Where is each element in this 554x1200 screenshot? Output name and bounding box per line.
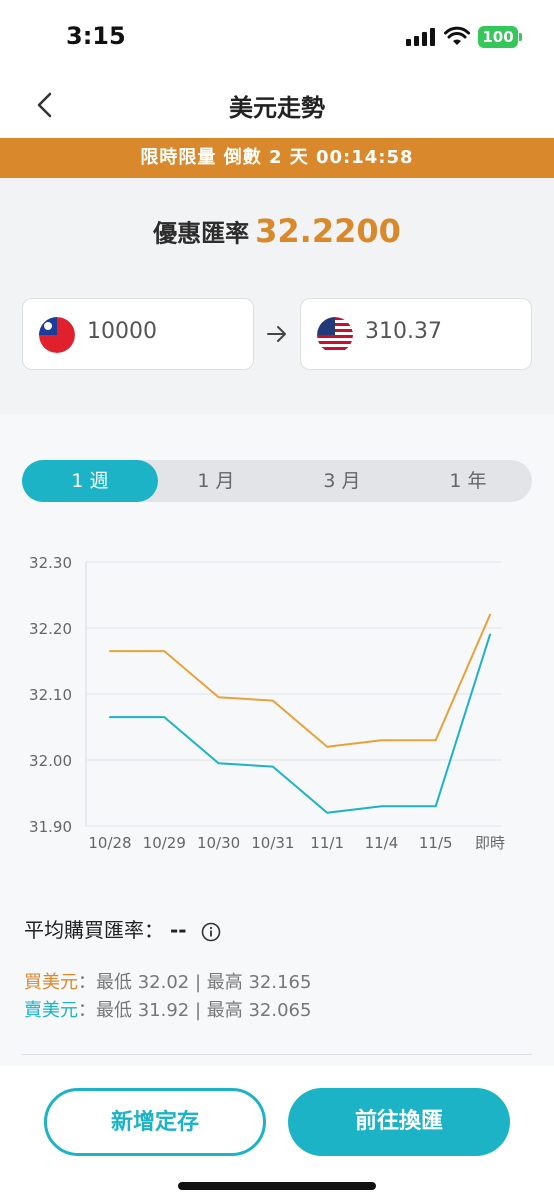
average-rate-value: --: [170, 918, 187, 942]
buy-usd-range: ：最低 32.02 | 最高 32.165: [78, 972, 312, 993]
y-tick-label: 32.00: [29, 752, 72, 770]
status-bar: 3:15 100: [0, 0, 554, 72]
arrow-right-icon: [267, 326, 286, 342]
x-tick-label: 10/30: [197, 834, 240, 852]
usd-amount-value: 310.37: [365, 319, 442, 344]
tab-1-year[interactable]: 1 年: [449, 470, 487, 492]
x-tick-label: 即時: [475, 834, 505, 852]
average-rate-line: 平均購買匯率： --: [24, 914, 221, 943]
battery-icon: 100: [478, 26, 522, 48]
buy-usd-series-line: [109, 613, 491, 748]
sell-usd-range: ：最低 31.92 | 最高 32.065: [78, 1000, 312, 1021]
rate-line: 優惠匯率 32.2200: [0, 212, 554, 250]
exchange-rate-chart: 32.30 32.20 32.10 32.00 31.90 10/28 10/29 10/30…: [29, 554, 505, 852]
y-tick-label: 32.20: [29, 620, 72, 638]
x-tick-label: 11/5: [419, 834, 453, 852]
divider: [22, 1054, 532, 1055]
tab-1-month[interactable]: 1 月: [197, 470, 235, 492]
tab-3-month[interactable]: 3 月: [323, 470, 361, 492]
x-tick-label: 10/28: [88, 834, 131, 852]
x-tick-label: 11/4: [365, 834, 399, 852]
add-deposit-button[interactable]: 新增定存: [44, 1088, 266, 1156]
rate-label: 優惠匯率: [153, 219, 250, 248]
x-tick-label: 10/31: [251, 834, 294, 852]
period-tabs: 1 週 1 月 3 月 1 年: [22, 460, 532, 502]
signal-icon: [406, 28, 436, 46]
x-tick-label: 11/1: [310, 834, 344, 852]
x-tick-label: 10/29: [143, 834, 186, 852]
rate-value: 32.2200: [255, 212, 401, 250]
tab-1-week[interactable]: 1 週: [22, 460, 158, 502]
wifi-icon: [444, 26, 470, 45]
sell-usd-series-line: [109, 633, 491, 814]
buy-usd-summary: 買美元：最低 32.02 | 最高 32.165: [24, 968, 311, 994]
twd-amount-field[interactable]: 10000: [22, 298, 254, 370]
usa-flag-icon: [317, 317, 353, 353]
chart-section: 1 週 1 月 3 月 1 年 32.30 32.20 32.10 32.00 31.9…: [0, 414, 554, 1066]
average-rate-label: 平均購買匯率：: [24, 918, 164, 942]
y-tick-label: 32.10: [29, 686, 72, 704]
y-tick-label: 31.90: [29, 818, 72, 836]
nav-bar: 美元走勢: [0, 72, 554, 138]
page-title: 美元走勢: [229, 94, 325, 122]
status-time: 3:15: [66, 22, 126, 50]
bottom-action-bar: 新增定存 前往換匯: [0, 1066, 554, 1200]
taiwan-flag-icon: [39, 317, 75, 353]
promo-countdown-banner: 限時限量 倒數 2 天 00:14:58: [0, 138, 554, 178]
twd-amount-value: 10000: [87, 319, 157, 344]
home-indicator: [178, 1182, 376, 1190]
sell-usd-label: 賣美元: [24, 1000, 78, 1021]
buy-usd-label: 買美元: [24, 972, 78, 993]
back-arrow-icon[interactable]: [30, 88, 60, 122]
rate-section: 優惠匯率 32.2200 10000 310.37: [0, 178, 554, 414]
info-icon[interactable]: [201, 922, 221, 942]
usd-amount-field[interactable]: 310.37: [300, 298, 532, 370]
y-tick-label: 32.30: [29, 554, 72, 572]
go-exchange-button[interactable]: 前往換匯: [288, 1088, 510, 1156]
sell-usd-summary: 賣美元：最低 31.92 | 最高 32.065: [24, 996, 311, 1022]
